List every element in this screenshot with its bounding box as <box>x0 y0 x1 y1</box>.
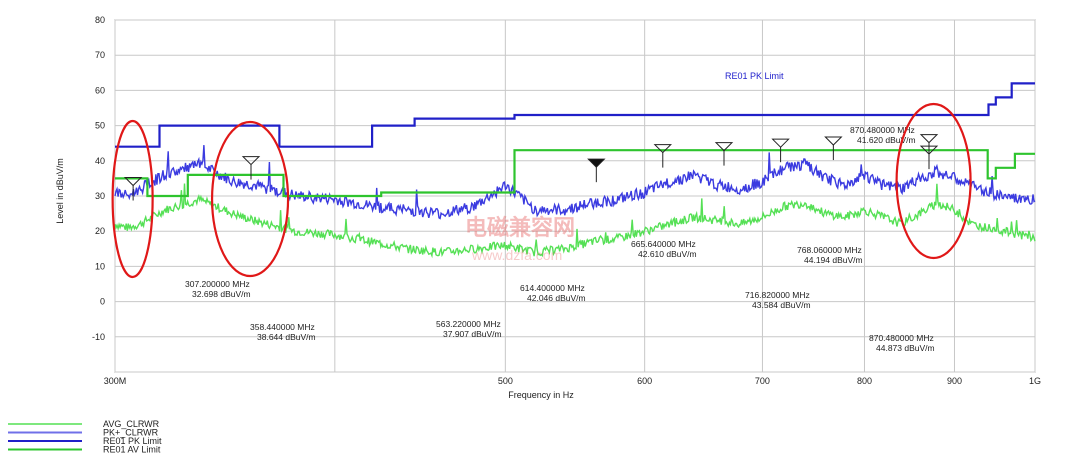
marker-level-label: 41.620 dBuV/m <box>857 135 916 145</box>
y-tick-label: 10 <box>95 261 105 271</box>
y-tick-label: 70 <box>95 50 105 60</box>
highlight-circle <box>210 120 290 278</box>
x-tick-label: 300M <box>104 376 127 386</box>
limit-label: RE01 PK Limit <box>725 71 784 81</box>
marker-freq-label: 870.480000 MHz <box>850 125 915 135</box>
x-tick-label: 1G <box>1029 376 1041 386</box>
legend-label: RE01 PK Limit <box>103 436 162 446</box>
series-group <box>114 82 1036 259</box>
series-line-0 <box>114 183 1036 259</box>
legend-label: PK+_CLRWR <box>103 428 159 438</box>
marker-level-label: 38.644 dBuV/m <box>257 332 316 342</box>
marker-level-label: 43.584 dBuV/m <box>752 300 811 310</box>
highlight-circle <box>111 119 154 279</box>
marker-freq-label: 870.480000 MHz <box>869 333 934 343</box>
marker-freq-label: 768.060000 MHz <box>797 245 862 255</box>
marker-level-label: 32.698 dBuV/m <box>192 289 251 299</box>
marker-freq-label: 716.820000 MHz <box>745 290 810 300</box>
marker-triangle <box>919 134 939 144</box>
marker-freq-label: 358.440000 MHz <box>250 322 315 332</box>
marker-triangle <box>123 177 143 187</box>
y-tick-label: 30 <box>95 191 105 201</box>
y-tick-label: 40 <box>95 156 105 166</box>
marker-level-label: 44.194 dBuV/m <box>804 255 863 265</box>
y-axis-title: Level in dBuV/m <box>55 158 65 224</box>
marker-freq-label: 563.220000 MHz <box>436 319 501 329</box>
marker-triangle <box>714 142 734 152</box>
x-tick-label: 500 <box>498 376 513 386</box>
marker-level-label: 42.610 dBuV/m <box>638 249 697 259</box>
x-tick-label: 800 <box>857 376 872 386</box>
marker-triangle <box>241 156 261 166</box>
y-tick-label: 50 <box>95 121 105 131</box>
marker-level-label: 37.907 dBuV/m <box>443 329 502 339</box>
y-tick-label: 60 <box>95 85 105 95</box>
marker-triangle <box>587 158 606 168</box>
grid-lines <box>114 19 1036 373</box>
x-tick-label: 900 <box>947 376 962 386</box>
y-tick-label: 20 <box>95 226 105 236</box>
y-tick-label: 80 <box>95 15 105 25</box>
marker-freq-label: 307.200000 MHz <box>185 279 250 289</box>
marker-triangle <box>771 138 790 148</box>
highlight-circle <box>895 102 972 260</box>
marker-freq-label: 614.400000 MHz <box>520 283 585 293</box>
watermark-title: 电磁兼容网 <box>465 215 575 240</box>
tick-labels: 80 70 60 50 40 30 20 10 0 -10 300M 500 600 700 800 900 1… <box>92 15 1041 386</box>
series-line-1 <box>114 145 1036 220</box>
series-line-3 <box>115 149 1035 198</box>
highlight-circles <box>111 102 972 279</box>
legend-label: AVG_CLRWR <box>103 419 160 429</box>
x-tick-label: 600 <box>637 376 652 386</box>
marker-freq-label: 665.640000 MHz <box>631 239 696 249</box>
marker-level-label: 42.046 dBuV/m <box>527 293 586 303</box>
legend-label: RE01 AV Limit <box>103 445 161 455</box>
y-tick-label: 0 <box>100 297 105 307</box>
watermark-url: www.dzfa.com <box>471 247 562 263</box>
y-tick-label: -10 <box>92 332 105 342</box>
x-tick-label: 700 <box>755 376 770 386</box>
marker-triangle <box>919 145 939 155</box>
marker-triangle <box>653 144 672 154</box>
x-axis-title: Frequency in Hz <box>508 390 574 400</box>
marker-triangle <box>824 136 843 146</box>
marker-level-label: 44.873 dBuV/m <box>876 343 935 353</box>
series-line-2 <box>115 82 1035 148</box>
